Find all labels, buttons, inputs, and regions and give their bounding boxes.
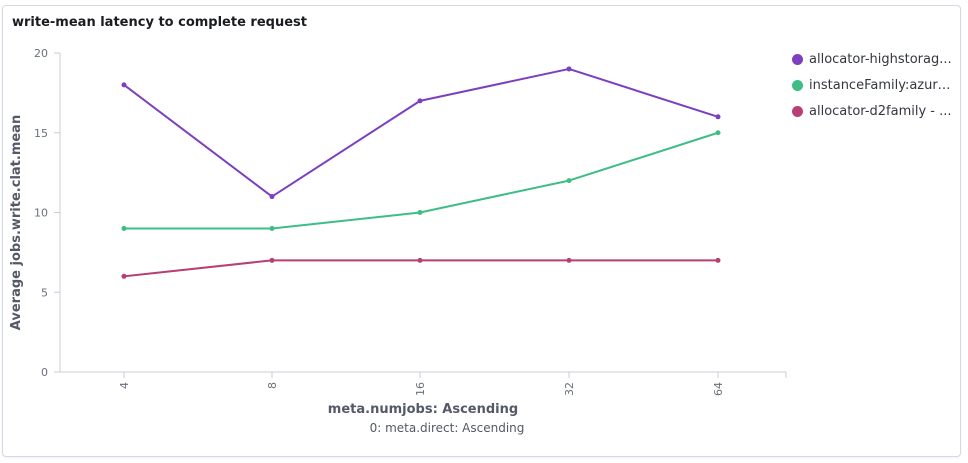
series-line [123,259,718,278]
y-tick-label: 20 [34,47,48,60]
chart-series [121,66,721,279]
y-tick-label: 15 [34,127,48,140]
legend-item[interactable]: instanceFamily:azure... [792,72,954,98]
x-axis-subtitle: 0: meta.direct: Ascending [370,421,525,435]
data-point[interactable] [417,98,423,104]
data-point[interactable] [417,210,423,215]
y-axis-title: Average jobs.write.clat.mean [9,115,24,330]
data-point[interactable] [269,257,275,263]
data-point[interactable] [715,257,721,263]
legend-label: allocator-highstorag... [809,51,952,67]
panel-title: write-mean latency to complete request [12,15,307,30]
y-tick-label: 0 [41,366,48,379]
x-tick-label: 64 [712,382,725,396]
y-tick-label: 10 [34,207,48,220]
data-point[interactable] [566,178,572,184]
legend-color-dot [792,79,803,91]
line-chart: 0 5 10 15 20 4 8 16 32 64 Average jobs.write.clat… [9,47,787,435]
data-point[interactable] [417,257,423,263]
data-point[interactable] [566,66,572,72]
legend-label: instanceFamily:azure... [809,77,954,93]
data-point[interactable] [566,257,572,263]
x-tick-label: 4 [118,382,131,389]
x-tick-label: 16 [414,382,427,396]
data-point[interactable] [121,82,127,88]
chart-legend: allocator-highstorag... instanceFamily:az… [792,46,954,124]
legend-label: allocator-d2family - ... [809,103,952,119]
y-tick-label: 5 [41,286,48,299]
series-line [123,67,719,198]
legend-color-dot [792,53,803,65]
x-tick-label: 8 [266,382,279,389]
data-point[interactable] [121,225,127,231]
legend-item[interactable]: allocator-highstorag... [792,46,954,72]
data-point[interactable] [121,273,127,279]
x-tick-label: 32 [563,382,576,396]
data-point[interactable] [269,225,275,231]
chart-axes: 0 5 10 15 20 4 8 16 32 64 [34,47,787,396]
visualization-panel: write-mean latency to complete request 0… [2,5,961,457]
x-axis-title: meta.numjobs: Ascending [328,402,518,417]
data-point[interactable] [269,194,275,200]
legend-color-dot [792,105,803,117]
legend-item[interactable]: allocator-d2family - ... [792,98,954,124]
data-point[interactable] [715,130,721,136]
data-point[interactable] [715,114,721,120]
